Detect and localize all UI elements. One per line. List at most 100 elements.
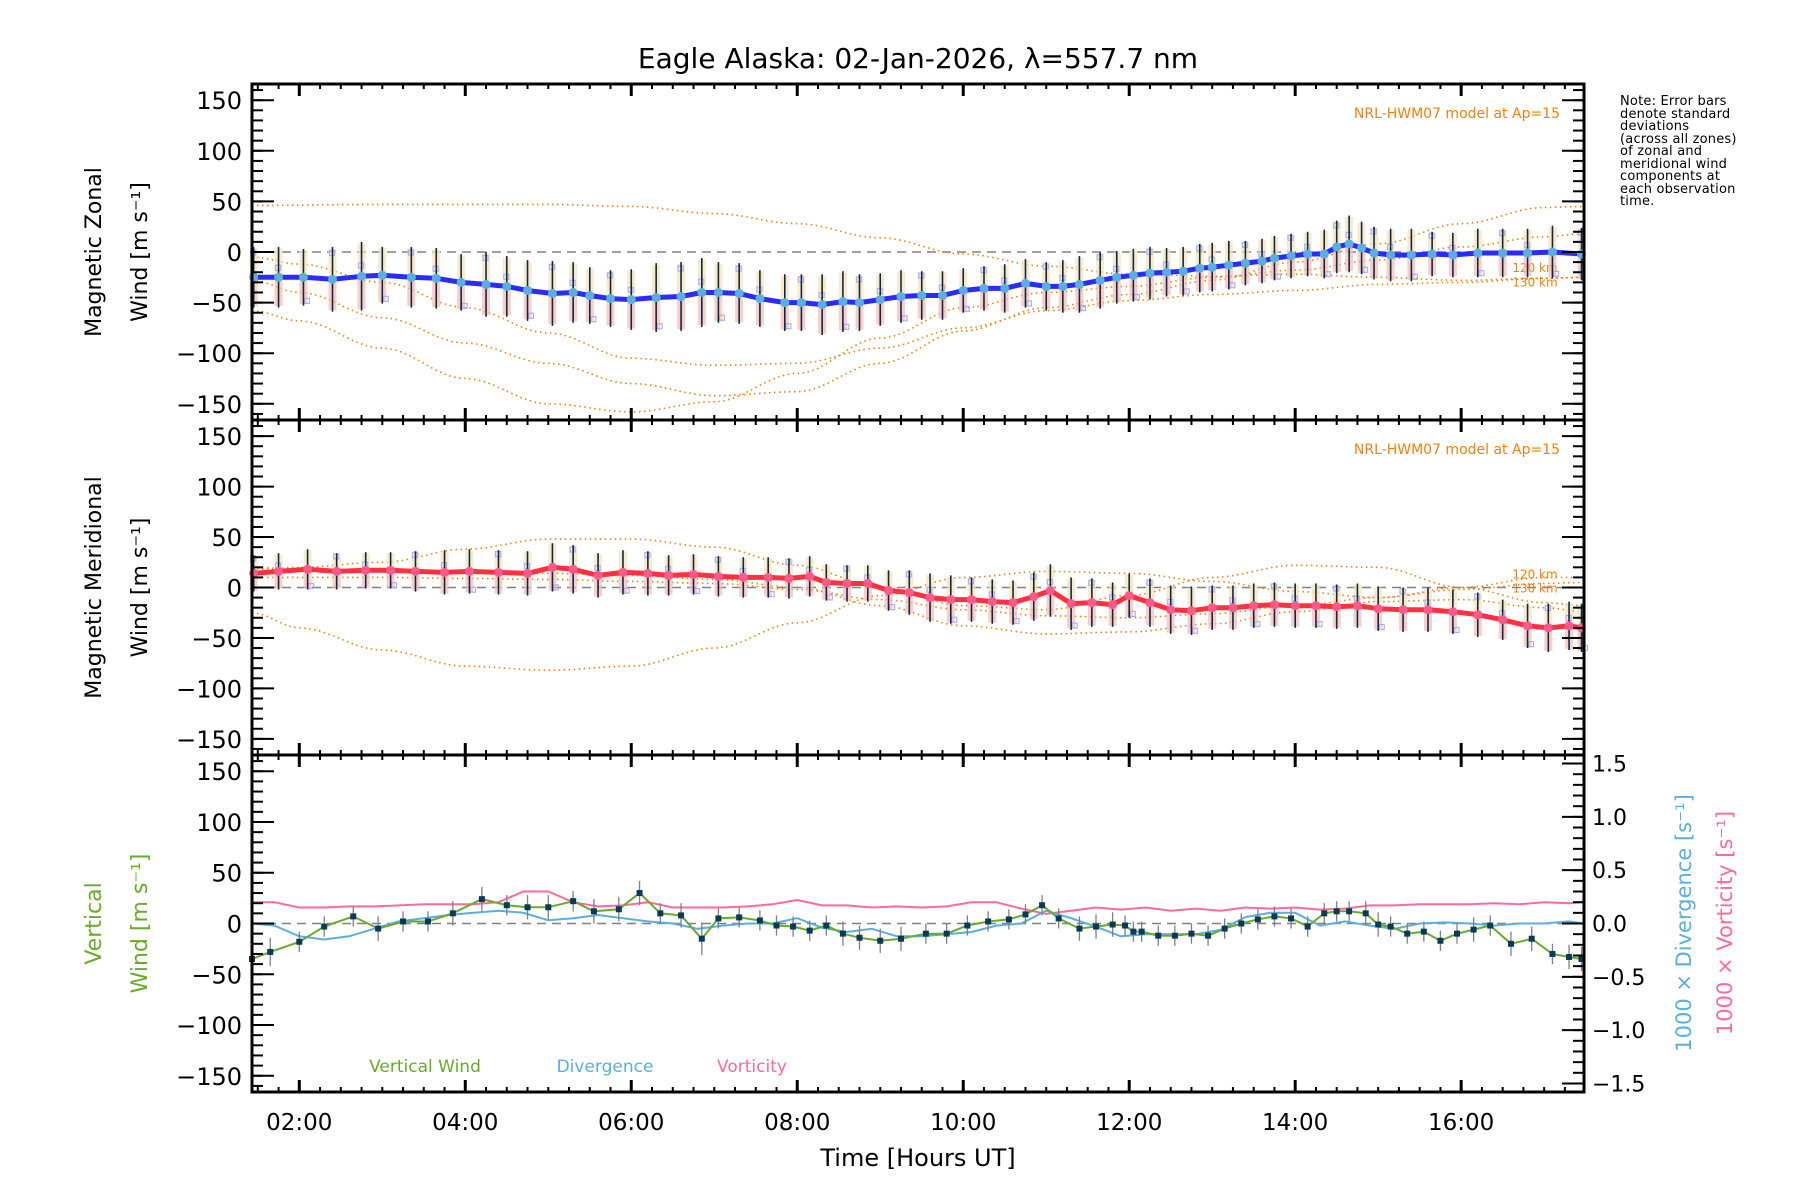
meridional-wind-point (523, 568, 533, 578)
vorticity-line (252, 890, 1585, 915)
vertical-wind-point (1155, 932, 1162, 939)
zonal-wind-point (937, 291, 947, 301)
meridional-wind-point (1124, 591, 1134, 601)
x-tick-label: 06:00 (598, 1110, 664, 1136)
meridional-wind-point (1166, 605, 1176, 615)
y-tick-label: −150 (176, 726, 242, 754)
zone-point (303, 297, 311, 304)
meridional-wind-point (1473, 610, 1483, 620)
zone-point (1254, 620, 1261, 628)
model-alt-label-130: 130 km (1512, 275, 1557, 289)
model-zonal-a (252, 203, 1585, 282)
meridional-wind-point (1249, 601, 1259, 611)
zonal-wind-point (1145, 268, 1155, 278)
x-tick-label: 04:00 (432, 1110, 498, 1136)
vertical-wind-point (1039, 902, 1046, 909)
legend-divergence: Divergence (557, 1057, 654, 1077)
meridional-wind-point (332, 566, 342, 576)
meridional-wind-point (1145, 598, 1155, 608)
meridional-wind-point (643, 568, 653, 578)
vertical-wind-point (985, 918, 992, 925)
zonal-wind-point (780, 298, 790, 308)
meridional-wind-point (1448, 607, 1458, 617)
y-tick-label: 100 (196, 809, 242, 837)
zone-point (461, 302, 468, 310)
vertical-wind-point (657, 910, 664, 917)
vertical-wind-point (1254, 916, 1261, 923)
zonal-wind-point (1473, 248, 1483, 258)
legend-vorticity: Vorticity (717, 1057, 787, 1077)
meridional-wind-point (1564, 621, 1574, 631)
error-bar-note: Note: Error bars denote standard deviati… (1620, 94, 1737, 209)
vertical-wind-point (1454, 930, 1461, 937)
zonal-wind-point (676, 292, 686, 302)
meridional-wind-point (1423, 605, 1433, 615)
model-alt-label-120: 120 km (1512, 567, 1557, 581)
zonal-wind-point (1498, 248, 1508, 258)
y-tick-label: −100 (176, 340, 242, 368)
zone-point (843, 323, 850, 330)
vertical-wind-point (1221, 925, 1228, 932)
meridional-wind-point (1087, 598, 1097, 608)
vertical-wind-point (756, 917, 763, 924)
vertical-wind-point (897, 935, 904, 942)
zonal-wind-point (1074, 279, 1084, 289)
zone-point (1191, 627, 1199, 634)
model-meridional-c (252, 576, 1585, 619)
zone-point (469, 586, 477, 593)
vertical-wind-point (1288, 915, 1295, 922)
vertical-wind-point (678, 912, 685, 919)
zonal-wind-point (481, 279, 491, 289)
vertical-wind-point (400, 918, 407, 925)
vertical-wind-point (773, 922, 780, 929)
zonal-wind-point (1386, 250, 1396, 260)
zone-point (382, 295, 389, 302)
y-axis-label-line1: Magnetic Zonal (82, 167, 107, 337)
zone-point (527, 312, 535, 319)
vertical-wind-point (1171, 932, 1178, 939)
y-tick-label: 50 (211, 860, 242, 888)
vertical-wind-point (823, 922, 830, 929)
zonal-wind-point (713, 287, 723, 297)
x-tick-label: 14:00 (1262, 1110, 1328, 1136)
zonal-wind-point (979, 283, 989, 293)
y-tick-label: −150 (176, 391, 242, 419)
zonal-wind-point (734, 288, 744, 298)
zonal-wind-point (298, 272, 308, 282)
y-axis-label-line2: Wind [m s⁻¹] (128, 854, 153, 994)
zone-point (1133, 294, 1140, 301)
zonal-wind-point (1240, 258, 1250, 268)
vertical-wind-point (877, 937, 884, 944)
meridional-wind-point (664, 570, 674, 580)
vertical-wind-point (375, 925, 382, 932)
meridional-wind-point (1543, 623, 1553, 633)
zonal-wind-point (1547, 247, 1557, 257)
vertical-wind-point (1437, 937, 1444, 944)
meridional-wind-point (1008, 598, 1018, 608)
meridional-wind-point (410, 566, 420, 576)
meridional-wind-point (464, 566, 474, 576)
vertical-wind-point (1578, 956, 1585, 963)
zonal-wind-point (697, 287, 707, 297)
x-tick-label: 12:00 (1096, 1110, 1162, 1136)
zonal-wind-point (606, 294, 616, 304)
zone-point (718, 314, 726, 321)
zonal-wind-point (1162, 267, 1172, 277)
meridional-wind-point (1186, 606, 1196, 616)
zonal-wind-point (796, 298, 806, 308)
meridional-wind-point (547, 562, 557, 572)
vertical-wind-point (1188, 930, 1195, 937)
zone-point (1274, 273, 1282, 280)
meridional-wind-point (1352, 601, 1362, 611)
zonal-wind-point (1344, 239, 1354, 249)
zone-point (623, 587, 630, 594)
meridional-wind-point (821, 577, 831, 587)
y-tick-label: 150 (196, 423, 242, 451)
meridional-wind-point (1207, 603, 1217, 613)
zonal-wind-point (1269, 253, 1279, 263)
y-axis-label-line2: Wind [m s⁻¹] (128, 518, 153, 658)
zonal-wind-point (651, 293, 661, 303)
